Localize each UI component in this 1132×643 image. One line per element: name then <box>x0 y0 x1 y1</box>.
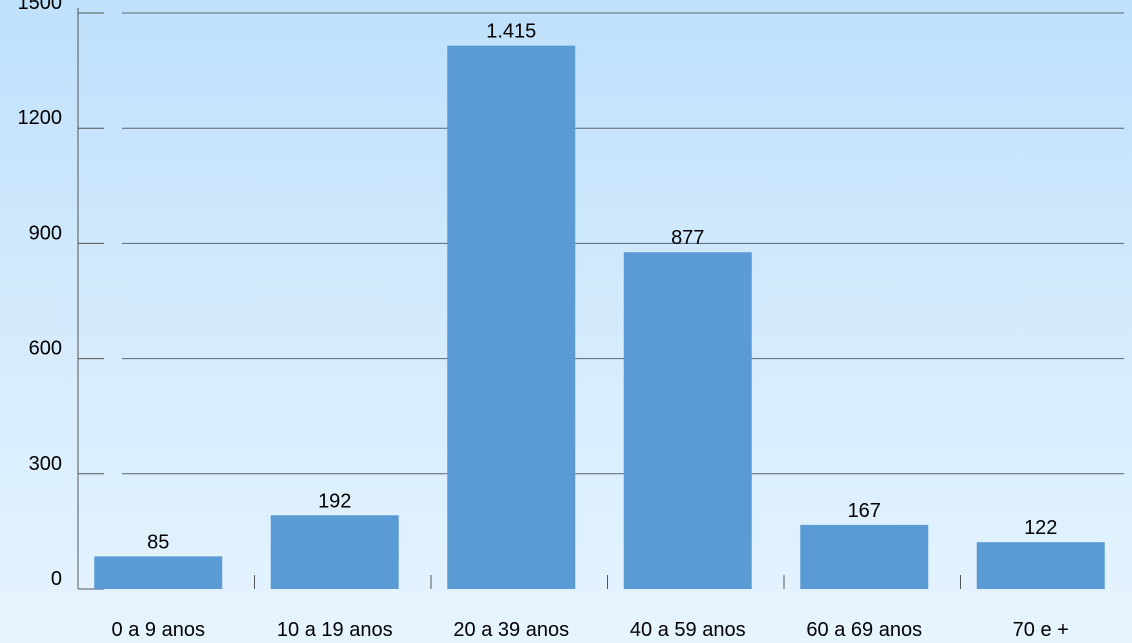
bars <box>94 45 1105 589</box>
bar-value-label: 167 <box>848 500 881 522</box>
x-category-label: 20 a 39 anos <box>453 619 569 641</box>
bar-value-label: 85 <box>147 531 169 553</box>
bar <box>94 556 223 589</box>
y-tick-label: 0 <box>51 568 62 590</box>
gridlines <box>122 12 1124 475</box>
y-tick-label: 1500 <box>18 0 63 14</box>
bar <box>447 45 576 589</box>
bar-value-label: 1.415 <box>486 21 536 43</box>
y-tick-label: 900 <box>29 222 62 244</box>
bar <box>976 542 1105 589</box>
bar <box>270 515 399 589</box>
x-category-label: 60 a 69 anos <box>806 619 922 641</box>
bar-value-label: 122 <box>1024 517 1057 539</box>
x-category-label: 10 a 19 anos <box>277 619 393 641</box>
bar-value-label: 192 <box>318 490 351 512</box>
axes <box>77 8 961 590</box>
y-tick-label: 300 <box>29 453 62 475</box>
bar <box>800 524 929 589</box>
y-tick-label: 600 <box>29 338 62 360</box>
x-category-label: 40 a 59 anos <box>630 619 746 641</box>
x-category-label: 0 a 9 anos <box>112 619 205 641</box>
bar-value-label: 877 <box>671 227 704 249</box>
y-tick-label: 1200 <box>18 107 63 129</box>
bar <box>623 252 752 589</box>
labels: 0 300 600 900 1200 1500 85 0 a 9 anos 192 10 a 19… <box>18 0 1069 641</box>
x-category-label: 70 e + <box>1013 619 1069 641</box>
